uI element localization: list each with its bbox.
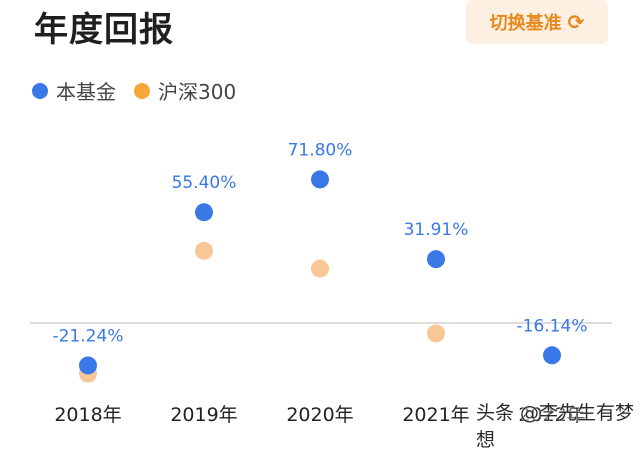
fund-value-label: 71.80% [288,140,353,160]
legend-dot-fund [32,82,48,99]
fund-point[interactable] [311,170,329,189]
benchmark-point[interactable] [427,324,445,343]
x-tick-label: 2019年 [170,404,237,426]
legend-dot-csi300 [134,82,150,99]
x-tick-label: 2021年 [402,404,469,426]
x-tick-label: 2018年 [54,404,121,426]
fund-point[interactable] [195,203,213,222]
switch-benchmark-label: 切换基准 [489,13,562,34]
legend-label-csi300: 沪深300 [158,80,237,104]
benchmark-point[interactable] [195,241,213,260]
fund-point[interactable] [427,250,445,269]
fund-value-label: -21.24% [53,326,124,346]
x-tick-label: 2020年 [286,404,353,426]
chart-legend: 本基金 沪深300 [32,76,254,105]
fund-value-label: 31.91% [404,220,469,240]
x-tick-label: 2022年 [518,404,585,426]
watermark: 头条 @李先生有梦想 [476,402,635,451]
page-title: 年度回报 [34,10,174,50]
fund-point[interactable] [79,356,97,375]
legend-label-fund: 本基金 [56,80,116,104]
benchmark-point[interactable] [311,259,329,278]
fund-value-label: -16.14% [517,316,588,336]
legend-item-csi300: 沪深300 [134,76,236,105]
legend-item-fund: 本基金 [32,76,116,105]
annual-return-chart: -21.24% 55.40% 71.80% 31.91% -16.14% 2018年 201… [30,140,612,426]
fund-value-label: 55.40% [172,173,237,193]
fund-point[interactable] [543,346,561,365]
switch-benchmark-button[interactable]: 切换基准 ⟳ [466,0,608,44]
refresh-icon: ⟳ [567,10,585,34]
